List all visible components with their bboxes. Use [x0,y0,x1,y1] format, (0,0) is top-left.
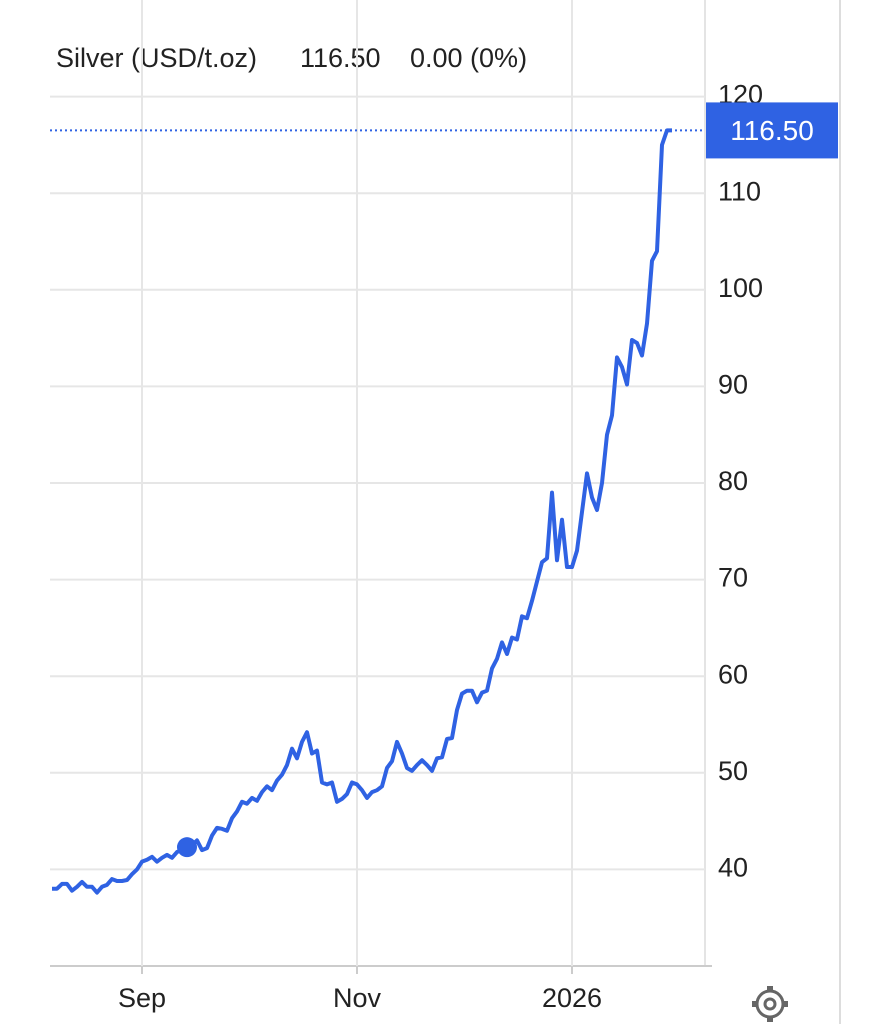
chart-title: Silver (USD/t.oz) [56,43,257,73]
y-tick-label: 100 [718,273,763,303]
gear-hub [763,997,777,1011]
price-line [52,128,672,895]
last-value-box [706,102,838,159]
y-tick-label: 80 [718,466,748,496]
y-tick-label: 40 [718,853,748,883]
y-tick-label: 110 [718,176,761,206]
header-change: 0.00 (0%) [410,43,527,73]
last-value-label: 116.50 [730,115,814,146]
x-tick-label: Nov [333,983,382,1013]
y-tick-label: 70 [718,563,748,593]
x-tick-label: 2026 [542,983,602,1013]
y-tick-label: 60 [718,659,748,689]
hover-marker [177,837,197,858]
settings-icon[interactable] [752,986,788,1022]
gear-ring [755,989,785,1019]
header-price: 116.50 [300,43,381,73]
y-tick-label: 50 [718,756,748,786]
y-tick-label: 90 [718,370,748,400]
x-tick-label: Sep [118,983,166,1013]
